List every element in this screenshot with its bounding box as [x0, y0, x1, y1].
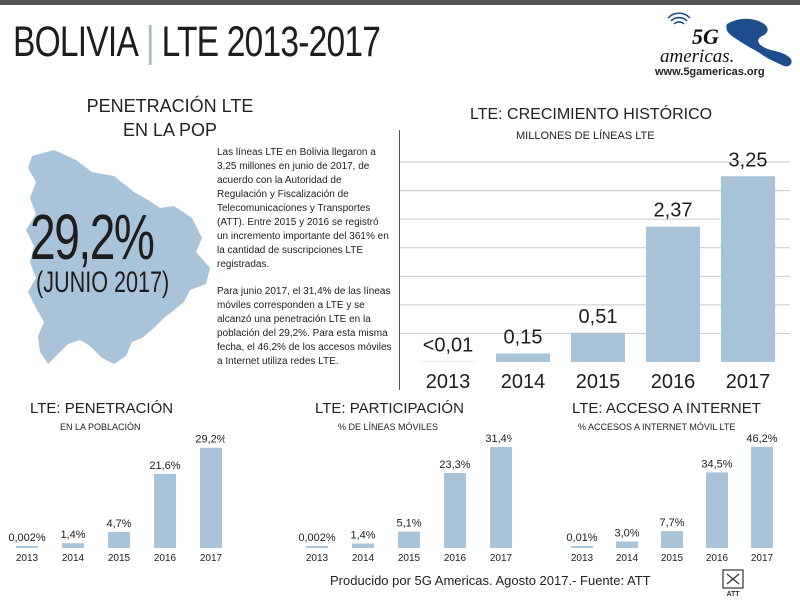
penetration-value-label: 21,6%	[149, 460, 180, 472]
penetration-bar-2016	[154, 473, 176, 548]
internet-value-label: 0,01%	[566, 532, 597, 544]
page-title: BOLIVIA | LTE 2013-2017	[13, 14, 381, 70]
internet-value-label: 46,2%	[746, 433, 777, 445]
footer-credit: Producido por 5G Americas. Agosto 2017.-…	[330, 573, 651, 588]
att-logo: ATT	[722, 569, 744, 598]
share-value-label: 5,1%	[396, 518, 421, 530]
internet-bar-chart: 0,01% 2013 3,0% 2014 7,7% 2015 34,5% 2016 46,2% 2…	[566, 433, 777, 564]
penetration-tick-label: 2016	[154, 553, 177, 564]
logo-url: www.5gamericas.org	[655, 66, 765, 78]
share-tick-label: 2014	[352, 553, 375, 564]
share-tick-label: 2015	[398, 553, 421, 564]
internet-bar-2013	[571, 546, 593, 548]
americas-map-icon	[726, 18, 792, 67]
growth-tick-label: 2014	[501, 371, 546, 393]
share-bar-chart: 0,002% 2013 1,4% 2014 5,1% 2015 23,3% 2016 31,4%…	[298, 433, 512, 564]
svg-text:ATT: ATT	[726, 591, 740, 598]
5g-americas-logo: 5G americas.	[660, 12, 792, 67]
share-bar-2013	[306, 546, 328, 548]
internet-chart-title: LTE: ACCESO A INTERNET	[572, 400, 761, 417]
penetration-chart-title: LTE: PENETRACIÓN	[30, 400, 174, 417]
share-tick-label: 2016	[444, 553, 467, 564]
internet-bar-2015	[661, 531, 683, 548]
penetration-bar-2015	[108, 531, 130, 548]
penetration-tick-label: 2014	[62, 553, 85, 564]
share-tick-label: 2013	[306, 553, 329, 564]
growth-tick-label: 2015	[576, 371, 621, 393]
top-bar	[0, 0, 800, 5]
penetration-value: 29,2%	[30, 201, 155, 273]
share-tick-label: 2017	[490, 553, 512, 564]
share-value-label: 23,3%	[439, 459, 470, 471]
growth-tick-label: 2013	[426, 371, 471, 393]
internet-tick-label: 2017	[751, 553, 774, 564]
growth-value-label: 0,51	[579, 306, 618, 328]
internet-value-label: 3,0%	[614, 527, 639, 539]
penetration-tick-label: 2017	[200, 553, 223, 564]
internet-bar-2014	[616, 541, 638, 548]
penetration-value-label: 4,7%	[106, 518, 131, 530]
title-subtitle: LTE 2013-2017	[161, 17, 381, 66]
growth-value-label: <0,01	[423, 335, 474, 357]
penetration-title-line1: PENETRACIÓN LTE	[86, 96, 254, 116]
growth-bar-2014	[496, 353, 550, 362]
internet-tick-label: 2016	[706, 553, 729, 564]
growth-bar-chart: <0,01 2013 0,15 2014 0,51 2015 2,37 2016 3,25 201…	[400, 149, 790, 393]
penetration-tick-label: 2013	[16, 553, 39, 564]
bolivia-map-shape	[26, 150, 210, 364]
penetration-date: (JUNIO 2017)	[36, 266, 170, 299]
description-paragraph-1: Las líneas LTE en Bolivia llegaron a 3,2…	[217, 147, 389, 270]
growth-chart-title: LTE: CRECIMIENTO HISTÓRICO	[470, 106, 713, 123]
growth-bar-2016	[646, 226, 700, 362]
share-value-label: 1,4%	[350, 529, 375, 541]
description-paragraph-2: Para junio 2017, el 31,4% de las líneas …	[217, 286, 392, 367]
penetration-bar-chart: 0,002% 2013 1,4% 2014 4,7% 2015 21,6% 2016 29,2%…	[8, 434, 225, 564]
share-value-label: 31,4%	[485, 433, 512, 445]
internet-bar-2016	[706, 472, 728, 548]
growth-bar-2017	[721, 176, 775, 362]
share-chart-subtitle: % DE LÍNEAS MÓVILES	[338, 422, 439, 432]
internet-tick-label: 2015	[661, 553, 684, 564]
wireless-signal-icon	[667, 12, 691, 25]
penetration-summary-title: PENETRACIÓN LTE EN LA POP	[55, 94, 285, 142]
logo-5g-text: 5G	[692, 24, 719, 49]
penetration-chart-subtitle: EN LA POBLACIÓN	[60, 422, 141, 432]
growth-tick-label: 2016	[651, 371, 696, 393]
penetration-title-line2: EN LA POP	[122, 120, 218, 140]
penetration-value-label: 29,2%	[195, 434, 225, 446]
growth-value-label: 0,15	[504, 326, 543, 348]
penetration-value-label: 1,4%	[60, 529, 85, 541]
growth-value-label: 3,25	[729, 149, 768, 171]
internet-value-label: 7,7%	[659, 517, 684, 529]
share-chart-title: LTE: PARTICIPACIÓN	[315, 400, 464, 417]
growth-tick-label: 2017	[726, 371, 771, 393]
penetration-value-label: 0,002%	[8, 532, 46, 544]
growth-bar-2015	[571, 332, 625, 362]
title-country: BOLIVIA	[13, 17, 139, 66]
share-bar-2017	[490, 446, 512, 548]
penetration-tick-label: 2015	[108, 553, 131, 564]
description-text: Las líneas LTE en Bolivia llegaron a 3,2…	[217, 146, 392, 382]
share-bar-2015	[398, 531, 420, 548]
internet-chart-subtitle: % ACCESOS A INTERNET MÓVIL LTE	[578, 422, 736, 432]
penetration-bar-2017	[200, 447, 222, 548]
share-value-label: 0,002%	[298, 532, 336, 544]
logo-americas-text: americas.	[660, 46, 734, 67]
internet-bar-2017	[751, 446, 773, 548]
share-bar-2016	[444, 473, 466, 548]
internet-value-label: 34,5%	[701, 458, 732, 470]
growth-value-label: 2,37	[654, 200, 693, 222]
growth-chart-subtitle: MILLONES DE LÍNEAS LTE	[516, 130, 655, 142]
title-separator: |	[145, 17, 155, 66]
internet-tick-label: 2013	[571, 553, 594, 564]
penetration-bar-2014	[62, 543, 84, 548]
vertical-divider	[399, 130, 400, 390]
internet-tick-label: 2014	[616, 553, 639, 564]
penetration-bar-2013	[16, 546, 38, 548]
share-bar-2014	[352, 543, 374, 548]
